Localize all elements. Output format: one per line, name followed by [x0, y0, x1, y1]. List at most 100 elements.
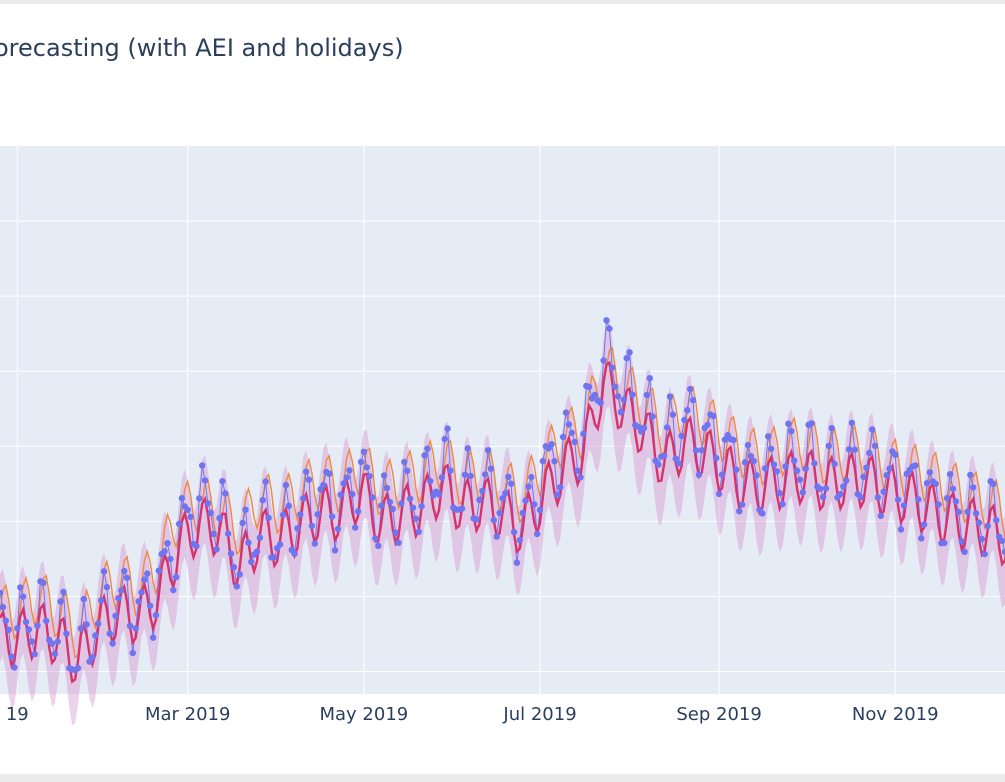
observed-point	[22, 618, 30, 626]
observed-point	[464, 445, 471, 452]
observed-point	[248, 558, 255, 565]
observed-point	[502, 490, 509, 497]
observed-point	[0, 589, 4, 597]
observed-point	[944, 495, 951, 502]
observed-point	[115, 595, 122, 602]
observed-point	[831, 460, 838, 468]
observed-point	[689, 396, 697, 404]
observed-point	[536, 506, 544, 514]
observed-point	[331, 547, 339, 554]
observed-point	[851, 446, 858, 453]
observed-point	[401, 458, 408, 466]
observed-point	[935, 501, 942, 508]
observed-point	[993, 517, 1000, 524]
observed-point	[233, 583, 240, 590]
forecast-line	[0, 361, 1005, 684]
observed-point	[635, 423, 642, 430]
observed-point	[256, 534, 264, 541]
observed-point	[874, 494, 882, 501]
observed-point	[591, 391, 599, 398]
observed-point	[199, 462, 206, 469]
observed-point	[219, 478, 226, 485]
plot-background	[0, 146, 1005, 694]
observed-point	[972, 510, 980, 517]
observed-point	[565, 421, 573, 428]
observed-point	[279, 511, 287, 519]
observed-point	[372, 535, 379, 542]
observed-point	[378, 502, 385, 509]
observed-point	[213, 546, 220, 553]
observed-point	[597, 399, 604, 407]
observed-point	[932, 480, 939, 487]
observed-point	[655, 461, 662, 468]
observed-point	[63, 630, 70, 637]
observed-point	[661, 452, 668, 460]
observed-point	[559, 433, 567, 441]
observed-point	[554, 491, 561, 499]
observed-point	[900, 502, 908, 509]
observed-point	[802, 465, 809, 472]
observed-point	[271, 554, 278, 561]
observed-point	[352, 524, 359, 531]
observed-point	[739, 501, 746, 508]
observed-point	[894, 496, 902, 503]
observed-point	[505, 473, 512, 480]
observed-point	[31, 650, 38, 658]
observed-point	[406, 495, 414, 502]
observed-point	[519, 509, 526, 517]
observed-point	[606, 325, 613, 332]
observed-point	[25, 626, 33, 633]
observed-point	[528, 473, 535, 481]
observed-point	[782, 463, 789, 470]
observed-point	[129, 649, 136, 657]
observed-point	[222, 490, 229, 497]
observed-point	[17, 584, 24, 591]
observed-point	[155, 567, 162, 574]
observed-point	[487, 465, 495, 472]
observed-point	[793, 467, 801, 474]
observed-point	[276, 541, 284, 548]
observed-point	[294, 525, 301, 532]
x-tick-label: Mar 2019	[145, 704, 231, 725]
observed-point	[534, 530, 541, 538]
observed-point	[383, 484, 391, 492]
observed-point	[132, 625, 139, 632]
observed-point	[479, 487, 486, 495]
observed-point	[473, 516, 480, 523]
observed-point	[990, 480, 997, 488]
observed-point	[869, 426, 876, 433]
observed-point	[421, 452, 428, 459]
observed-point	[920, 521, 928, 528]
observed-point	[340, 480, 347, 487]
observed-point	[490, 516, 497, 524]
observed-point	[100, 568, 108, 575]
observed-point	[845, 446, 853, 453]
observed-point	[577, 474, 584, 481]
observed-point	[34, 622, 41, 629]
observed-point	[767, 445, 775, 452]
x-tick-label: 19	[6, 704, 29, 725]
observed-point	[811, 460, 818, 467]
observed-point	[43, 617, 50, 625]
observed-point	[975, 519, 983, 526]
observed-point	[770, 461, 778, 468]
observed-point	[369, 494, 376, 501]
observed-point	[785, 420, 792, 427]
observed-point	[484, 447, 492, 454]
observed-point	[152, 611, 160, 619]
observed-point	[311, 540, 318, 547]
observed-point	[175, 520, 183, 528]
x-tick-label: Jul 2019	[502, 704, 576, 725]
observed-point	[141, 576, 148, 583]
observed-point	[860, 473, 867, 480]
observed-point	[0, 603, 7, 611]
observed-point	[196, 495, 203, 502]
observed-point	[427, 477, 434, 485]
observed-point	[510, 528, 518, 536]
observed-point	[121, 567, 128, 575]
observed-point	[600, 357, 607, 364]
observed-point	[135, 598, 142, 605]
observed-point	[799, 489, 806, 496]
observed-point	[74, 664, 82, 672]
observed-point	[97, 597, 105, 604]
